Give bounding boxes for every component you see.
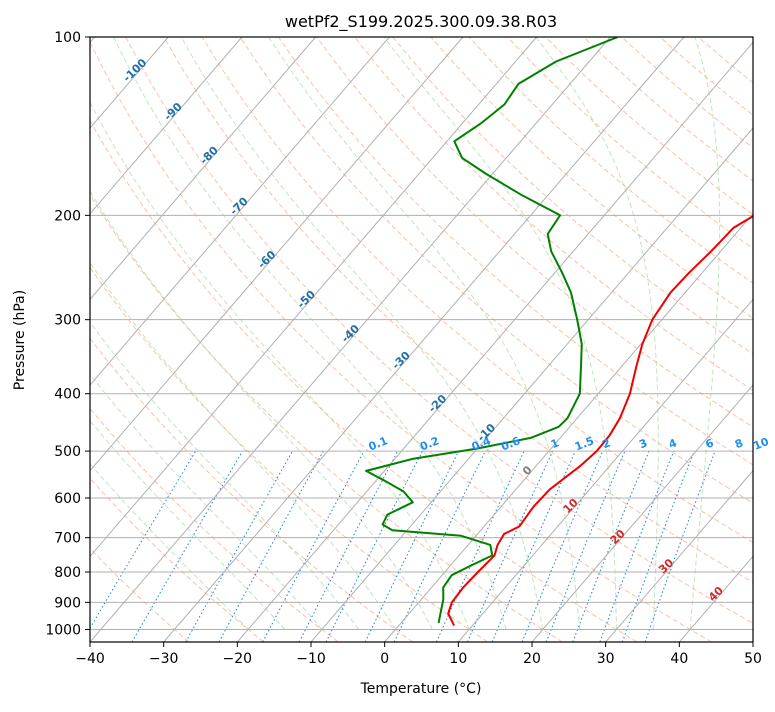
x-tick-label: 0 <box>380 651 389 667</box>
y-tick-label: 100 <box>54 30 81 46</box>
y-tick-label: 200 <box>54 208 81 224</box>
y-tick-label: 800 <box>54 565 81 581</box>
chart-title: wetPf2_S199.2025.300.09.38.R03 <box>285 12 557 32</box>
x-tick-label: −30 <box>149 651 179 667</box>
y-tick-label: 300 <box>54 313 81 329</box>
y-tick-label: 700 <box>54 531 81 547</box>
y-tick-label: 400 <box>54 387 81 403</box>
x-tick-label: 50 <box>744 651 762 667</box>
x-tick-label: 10 <box>449 651 467 667</box>
y-tick-label: 900 <box>54 595 81 611</box>
y-axis-label: Pressure (hPa) <box>12 290 28 390</box>
y-tick-label: 1000 <box>45 622 81 638</box>
x-tick-label: 30 <box>597 651 615 667</box>
y-tick-label: 600 <box>54 491 81 507</box>
x-axis-label: Temperature (°C) <box>360 681 482 697</box>
x-tick-label: 20 <box>523 651 541 667</box>
x-tick-label: −20 <box>223 651 253 667</box>
x-tick-label: −40 <box>75 651 105 667</box>
y-tick-label: 500 <box>54 444 81 460</box>
x-tick-label: 40 <box>670 651 688 667</box>
x-tick-label: −10 <box>296 651 326 667</box>
